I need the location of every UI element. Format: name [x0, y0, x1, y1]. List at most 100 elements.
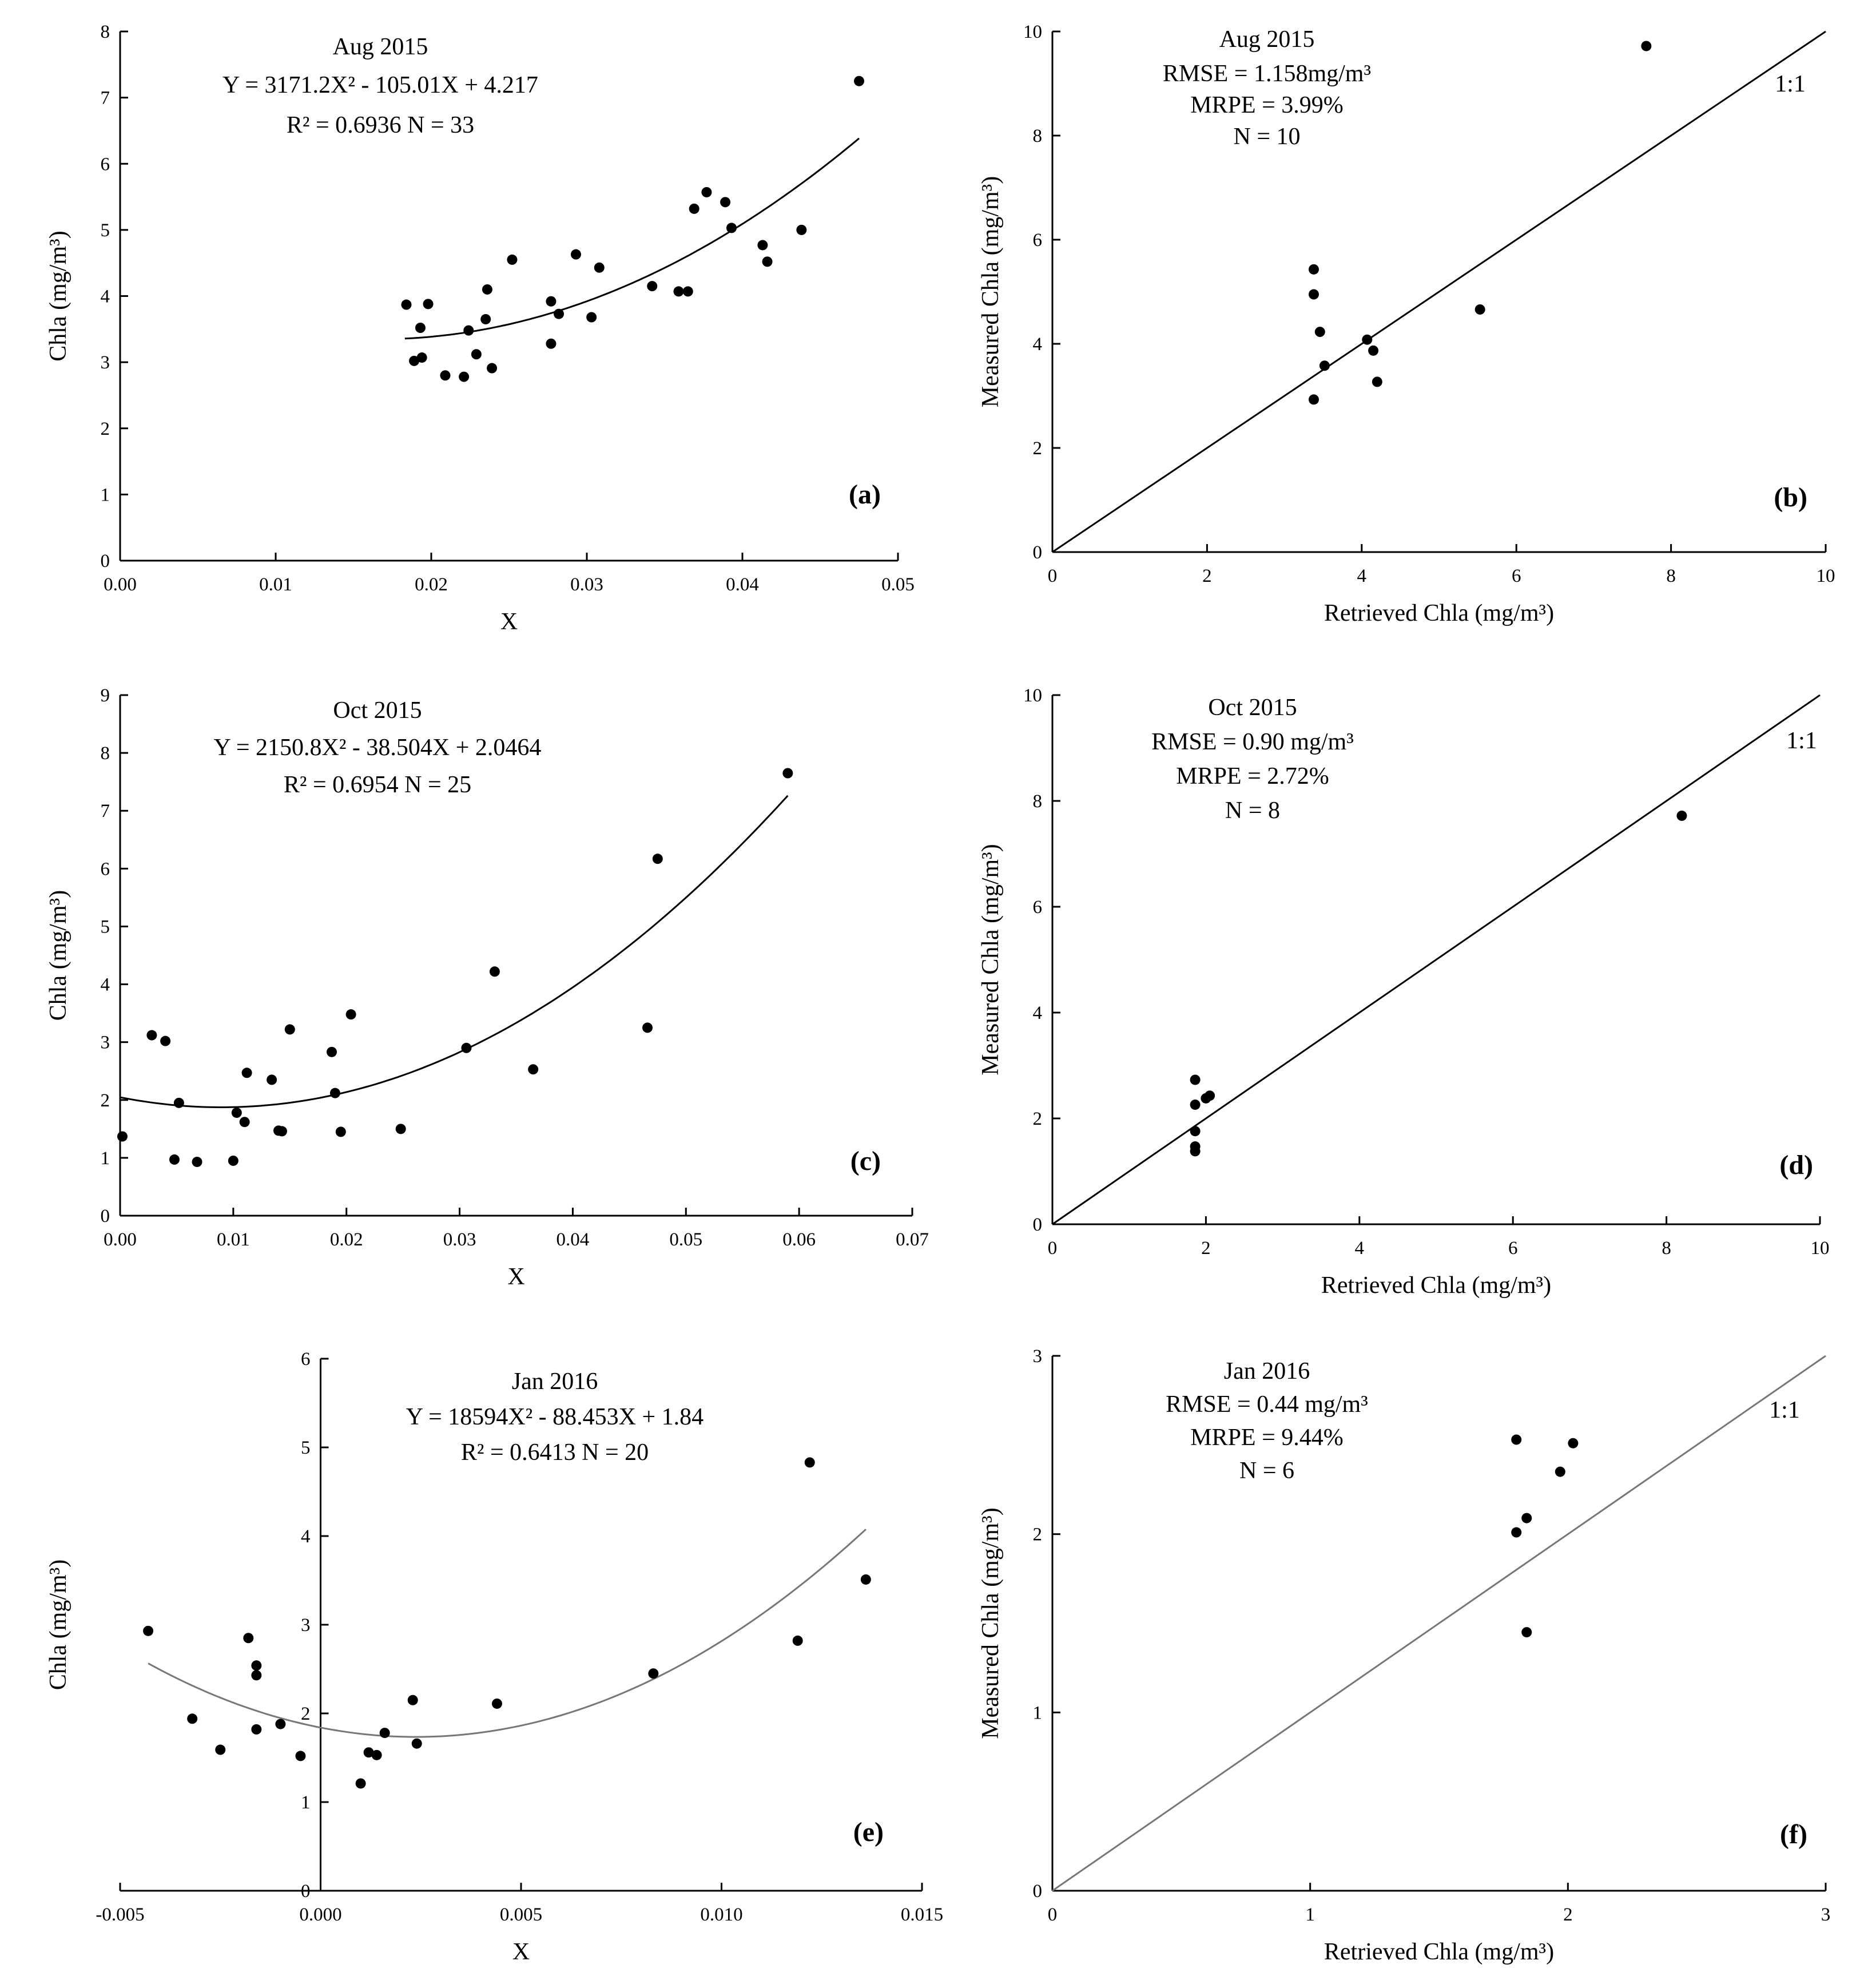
y-tick-label: 3	[101, 352, 110, 373]
data-point	[401, 299, 412, 310]
panel-label: (a)	[849, 479, 881, 510]
y-axis-title: Chla (mg/m³)	[45, 231, 71, 361]
data-point	[860, 1574, 871, 1585]
x-tick-label: 0.03	[443, 1229, 476, 1250]
panel-label: (d)	[1779, 1150, 1813, 1180]
x-tick-label: 0.04	[557, 1229, 590, 1250]
y-axis-title: Chla (mg/m³)	[45, 1560, 71, 1690]
y-tick-label: 2	[101, 1090, 110, 1111]
y-axis-title: Measured Chla (mg/m³)	[977, 176, 1004, 408]
panel-e: -0.005 0.000 0.005 0.010 0.015 0 1 2 3 4 5 6 X Chla (…	[45, 1349, 943, 1965]
y-axis-title: Chla (mg/m³)	[45, 890, 71, 1021]
x-axis-title: Retrieved Chla (mg/m³)	[1321, 1272, 1551, 1299]
data-point	[395, 1124, 406, 1134]
data-point	[1368, 345, 1379, 356]
y-tick-label: 7	[101, 801, 110, 822]
data-point	[461, 1042, 472, 1053]
annotation-line: MRPE = 2.72%	[1176, 763, 1329, 789]
annotation-line: Aug 2015	[1219, 26, 1315, 53]
data-point	[295, 1751, 306, 1761]
y-tick-label: 4	[101, 975, 110, 995]
x-tick-label: 8	[1666, 566, 1676, 586]
data-point	[1511, 1527, 1522, 1538]
data-point	[1308, 264, 1319, 275]
one-to-one-line	[1052, 694, 1821, 1225]
data-point	[546, 296, 557, 307]
annotation-line: Oct 2015	[333, 697, 422, 724]
data-point	[371, 1749, 382, 1760]
fit-curve	[148, 1529, 867, 1738]
data-point	[345, 1009, 356, 1020]
data-point	[411, 1738, 422, 1749]
y-tick-label: 9	[101, 685, 110, 706]
y-tick-label: 6	[1033, 897, 1043, 918]
data-point	[415, 323, 426, 333]
data-point	[482, 284, 492, 295]
data-point	[1362, 334, 1373, 345]
y-tick-label: 6	[101, 859, 110, 879]
x-tick-label: 0.000	[299, 1904, 341, 1925]
data-point	[1205, 1090, 1215, 1101]
data-point	[491, 1698, 502, 1709]
data-point	[792, 1635, 803, 1646]
data-point	[231, 1108, 242, 1118]
data-point	[228, 1155, 239, 1166]
data-point	[143, 1625, 154, 1636]
data-point	[173, 1097, 184, 1108]
data-point	[239, 1117, 250, 1128]
one-to-one-label: 1:1	[1786, 728, 1817, 754]
annotation-line: N = 6	[1239, 1458, 1294, 1484]
panel-label: (f)	[1780, 1819, 1807, 1850]
data-point	[463, 325, 474, 336]
x-axis-title: Retrieved Chla (mg/m³)	[1324, 1939, 1554, 1965]
data-point	[682, 286, 693, 297]
x-tick-label: 4	[1357, 566, 1367, 586]
annotation-line: Y = 18594X² - 88.453X + 1.84	[406, 1404, 704, 1430]
data-point	[416, 352, 427, 363]
data-point	[528, 1064, 539, 1075]
panel-label: (b)	[1774, 482, 1807, 513]
panel-label: (c)	[850, 1146, 881, 1176]
data-point	[1568, 1438, 1579, 1449]
x-tick-label: 0.00	[104, 1229, 137, 1250]
panel-d: 0 2 4 6 8 10 0 2 4 6 8 10 Retrieved Chla (mg/m³) Meas…	[977, 685, 1830, 1299]
y-tick-label: 6	[1033, 230, 1043, 251]
annotation-line: Jan 2016	[1224, 1358, 1310, 1384]
data-point	[701, 187, 712, 197]
annotation-line: RMSE = 1.158mg/m³	[1163, 61, 1371, 87]
y-tick-label: 8	[101, 22, 110, 42]
y-tick-label: 0	[1033, 1215, 1043, 1235]
data-point	[762, 256, 773, 267]
data-point	[243, 1633, 254, 1644]
annotation-line: N = 8	[1225, 797, 1280, 824]
panel-f: 0 1 2 3 0 1 2 3 Retrieved Chla (mg/m³) Measured C…	[977, 1346, 1830, 1965]
data-point	[1474, 304, 1485, 315]
data-point	[647, 281, 658, 292]
x-tick-label: 0	[1048, 566, 1058, 586]
data-point	[554, 308, 565, 319]
data-point	[276, 1126, 287, 1137]
fit-curve	[404, 137, 860, 340]
y-tick-label: 3	[301, 1615, 311, 1636]
y-tick-label: 4	[1033, 334, 1043, 355]
x-tick-label: 0.05	[669, 1229, 702, 1250]
y-tick-label: 8	[101, 743, 110, 764]
data-point	[854, 76, 864, 86]
data-point	[187, 1713, 198, 1724]
data-point	[160, 1035, 171, 1046]
data-point	[1190, 1074, 1201, 1085]
data-point	[251, 1724, 262, 1735]
x-tick-label: 0.05	[881, 574, 915, 595]
data-point	[1555, 1466, 1565, 1477]
y-tick-label: 2	[1033, 1109, 1043, 1129]
annotation-line: RMSE = 0.44 mg/m³	[1166, 1391, 1368, 1418]
data-point	[1511, 1434, 1522, 1445]
x-tick-label: 2	[1563, 1904, 1573, 1925]
y-tick-label: 1	[101, 1148, 110, 1169]
y-tick-label: 3	[1033, 1346, 1043, 1367]
x-tick-label: 0.02	[330, 1229, 363, 1250]
data-point	[1676, 810, 1687, 821]
y-tick-label: 5	[101, 916, 110, 937]
data-point	[326, 1046, 337, 1057]
